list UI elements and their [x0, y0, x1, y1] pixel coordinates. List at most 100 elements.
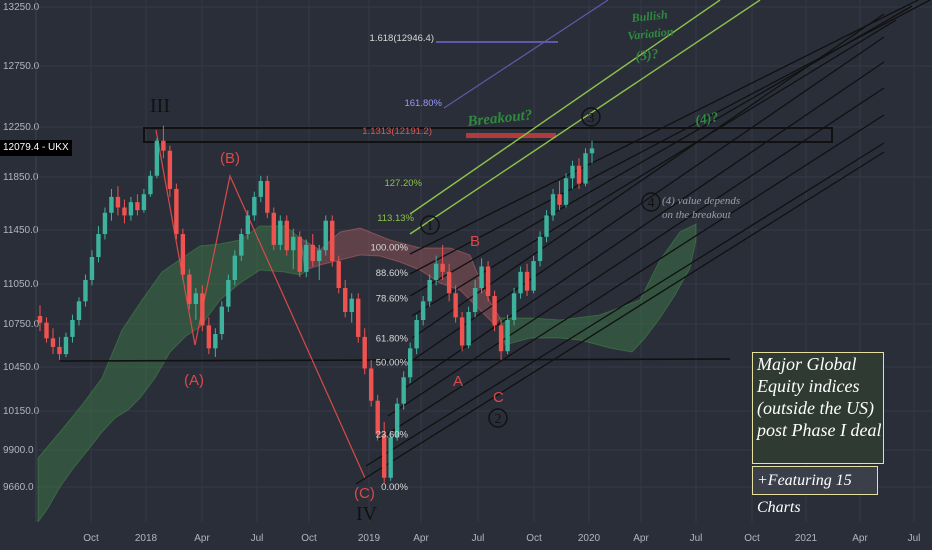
wave-IV-label: IV [356, 503, 378, 525]
title-line-3: (outside the US) [757, 398, 874, 418]
candle-body [518, 271, 523, 294]
x-tick-label: 2021 [795, 533, 818, 544]
candle-body [343, 288, 348, 312]
y-tick-label: 12750.0 [3, 61, 40, 72]
bullish-label: Bullish [630, 7, 669, 25]
candle-body [213, 334, 218, 349]
wave-1-label: 1 [427, 219, 434, 234]
x-tick-label: Oct [83, 533, 99, 544]
wave-A-paren: (A) [184, 372, 204, 389]
candle-body [537, 236, 543, 262]
x-tick-label: Jul [472, 533, 485, 544]
candle-body [479, 266, 484, 288]
candle-body [583, 153, 588, 184]
x-tick-label: Apr [413, 533, 429, 544]
candle-body [394, 403, 400, 438]
wave-C-label: C [493, 389, 504, 406]
x-axis: Oct 2018 Apr Jul Oct 2019 Apr Jul Oct 2020 Apr Jul O… [0, 522, 932, 550]
candle-body [336, 261, 341, 288]
symbol: UKX [48, 142, 69, 153]
candle-body [89, 257, 95, 280]
candle-body [37, 316, 43, 323]
candle-body [375, 400, 380, 435]
wave-III-label: III [150, 95, 170, 117]
candle-body [44, 322, 49, 339]
channel-line [365, 142, 885, 467]
candle-body [148, 175, 153, 195]
candle-body [407, 348, 413, 378]
title-line-2: Equity indices [757, 376, 860, 396]
channel-line [387, 87, 885, 417]
cloud-bull-2 [499, 223, 697, 353]
ext-127-label: 127.20% [384, 178, 422, 189]
candle-body [297, 236, 302, 272]
wave-1-label-circle [420, 215, 440, 235]
candle-body [63, 336, 69, 355]
ext-11313-label: 1.1313(12191.2) [362, 126, 432, 137]
wave-4-note-1: (4) value depends [662, 195, 740, 207]
candle-body [161, 140, 166, 151]
candle-body [576, 165, 582, 184]
last-price: 12079.4 [3, 142, 40, 153]
ext-1618-label: 1.618(12946.4) [370, 33, 434, 44]
candle-body [498, 325, 504, 352]
candle-body [128, 202, 134, 216]
breakout-label: Breakout? [466, 107, 533, 130]
candle-body [245, 215, 251, 235]
candle-body [76, 301, 82, 320]
lime-channel-1 [409, 0, 761, 235]
y-tick-label: 10450.0 [3, 362, 40, 373]
candle-body [122, 207, 127, 216]
fib-level-label: 61.80% [376, 333, 409, 344]
candle-body [232, 255, 238, 280]
wave-4-note-2: on the breakout [662, 209, 732, 221]
fib-ext-diagonal [443, 0, 609, 109]
candle-body [226, 279, 231, 307]
fib-level-label: 88.60% [376, 268, 409, 279]
x-tick-label: 2020 [578, 533, 601, 544]
subtitle-box: +Featuring 15 Charts [752, 466, 878, 516]
breakout-box [143, 127, 833, 143]
candle-body [401, 377, 406, 404]
candle-body [219, 306, 225, 335]
candle-body [557, 194, 562, 205]
candle-body [531, 261, 536, 291]
x-tick-label: Apr [194, 533, 210, 544]
candle-body [505, 320, 510, 352]
x-axis-bg [0, 522, 932, 550]
channel-line [409, 0, 919, 255]
y-axis: 13250.0 12750.0 12250.0 11850.0 11450.0 11050… [3, 0, 40, 522]
x-tick-label: 2018 [135, 533, 158, 544]
candle-body [349, 298, 354, 312]
wave-3-label-circle [581, 107, 601, 127]
y-tick-label: 9900.0 [3, 445, 34, 456]
candle-body [589, 148, 595, 154]
candle-body [440, 263, 445, 272]
candle-body [388, 437, 393, 478]
candle-body [466, 312, 471, 346]
candle-body [304, 244, 309, 272]
y-tick-label: 10150.0 [3, 406, 40, 417]
candle-body [570, 165, 575, 179]
candle-body [96, 234, 101, 257]
candle-body [109, 196, 114, 213]
candle-body [167, 150, 173, 189]
y-tick-label: 12250.0 [3, 122, 40, 133]
candle-body [154, 140, 160, 176]
candle-body [511, 293, 517, 320]
x-tick-label: Apr [852, 533, 868, 544]
annotations: III IV (B) (A) (C) A B C 1 2 3 4 0.00% 23.60% 50.00% 61… [150, 7, 740, 525]
last-price-tag: 12079.4 - UKX [0, 140, 72, 156]
y-tick-label: 11450.0 [3, 225, 39, 236]
candle-body [57, 346, 62, 355]
candle-body [135, 202, 140, 211]
wave-2-label: 2 [495, 412, 502, 427]
x-tick-label: Jul [690, 533, 703, 544]
candle-body [291, 236, 296, 251]
y-tick-label: 11050.0 [3, 279, 39, 290]
candle-body [420, 301, 426, 320]
fib-level-label: 78.60% [376, 294, 409, 305]
candle-body [141, 194, 147, 211]
candle-body [83, 279, 88, 302]
